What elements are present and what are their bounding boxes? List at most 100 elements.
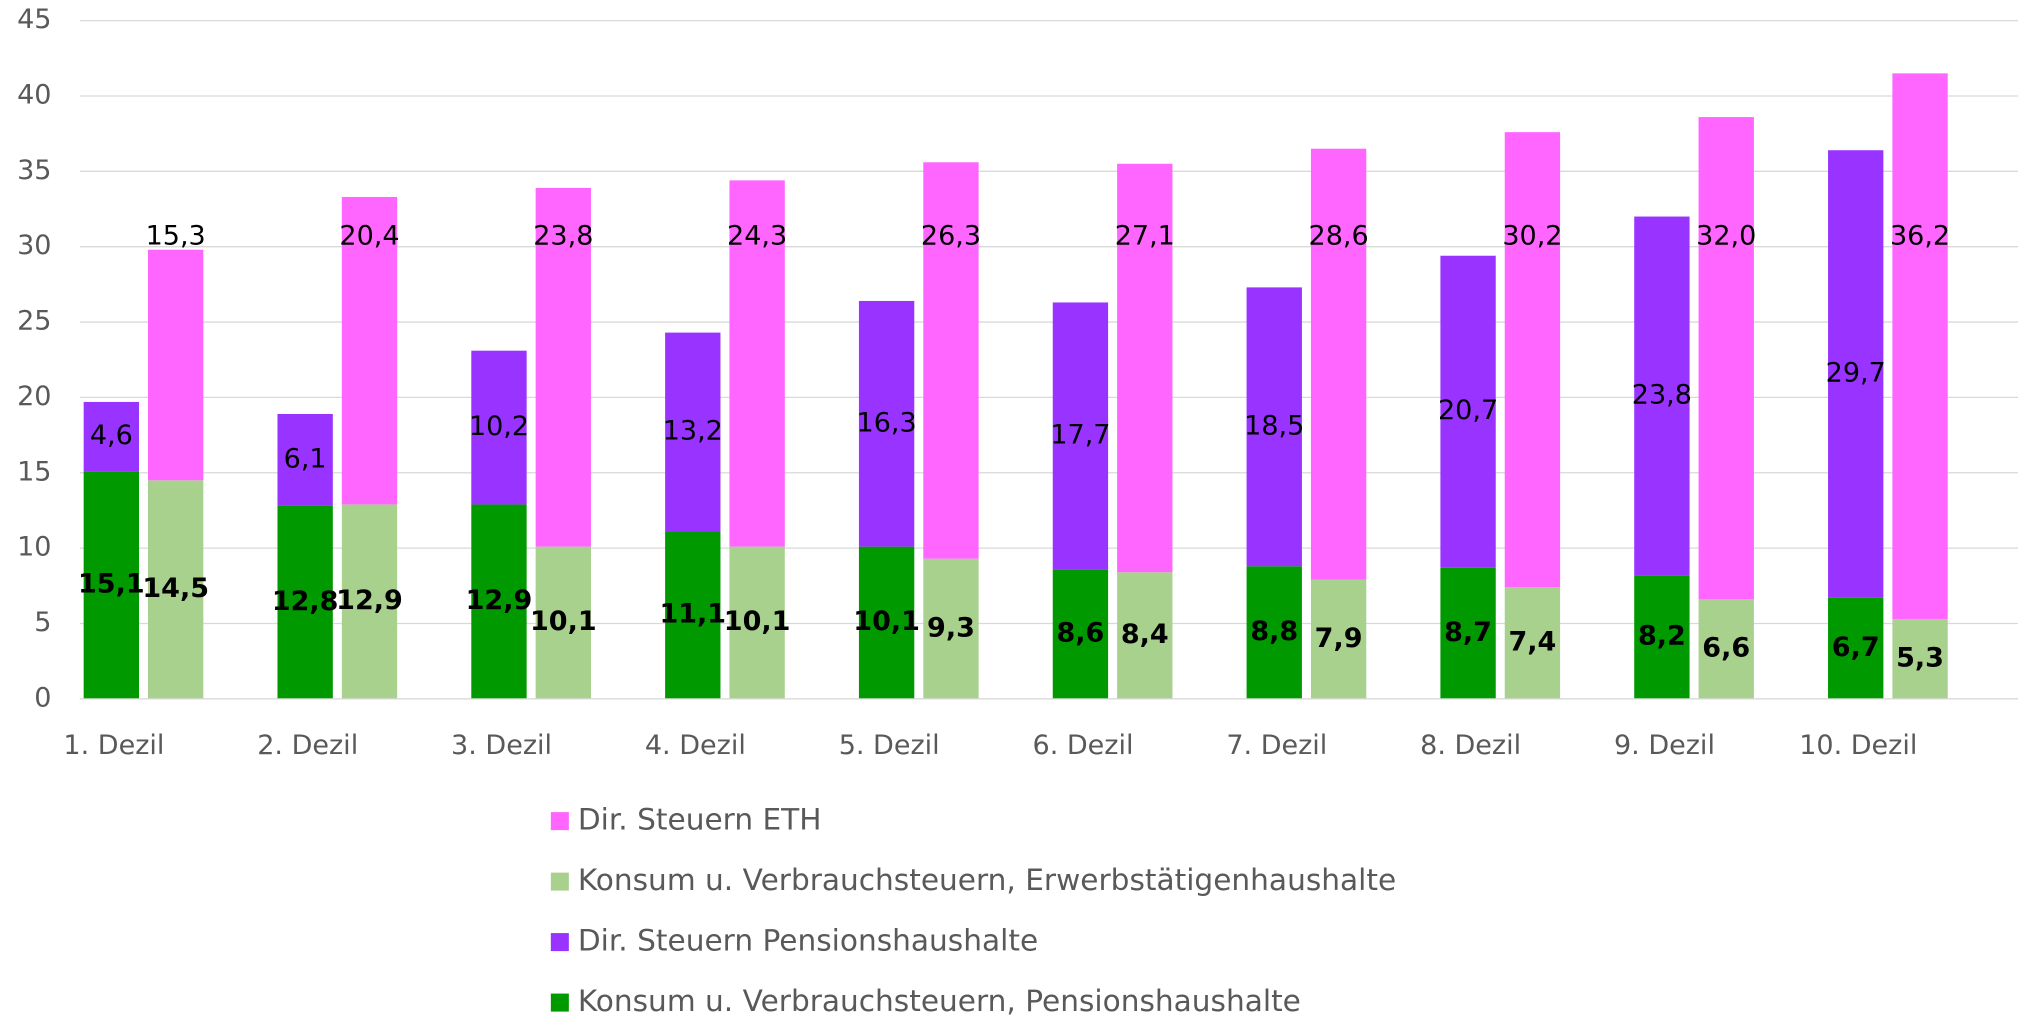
value-label: 10,1 <box>724 606 791 637</box>
y-tick-label: 20 <box>17 381 51 412</box>
bar-segment <box>1504 587 1561 699</box>
value-label: 30,2 <box>1502 220 1562 251</box>
x-tick-label: 1. Dezil <box>63 730 164 761</box>
value-label: 28,6 <box>1309 220 1369 251</box>
value-label: 32,0 <box>1696 220 1756 251</box>
value-label: 11,1 <box>659 599 726 630</box>
value-label: 8,4 <box>1121 619 1169 650</box>
value-label: 14,5 <box>142 573 209 604</box>
y-tick-label: 30 <box>17 230 51 261</box>
value-label: 16,3 <box>857 407 917 438</box>
y-tick-label: 45 <box>17 4 51 35</box>
legend-label: Konsum u. Verbrauchsteuern, Erwerbstätig… <box>578 863 1396 897</box>
value-label: 10,2 <box>469 411 529 442</box>
bar-segment <box>1440 567 1496 699</box>
value-label: 23,8 <box>1632 379 1692 410</box>
value-label: 24,3 <box>727 220 787 251</box>
bar-segment <box>1440 255 1496 568</box>
value-label: 4,6 <box>90 420 133 451</box>
value-label: 20,4 <box>339 220 399 251</box>
value-label: 27,1 <box>1115 220 1175 251</box>
value-label: 36,2 <box>1890 220 1950 251</box>
y-tick-label: 25 <box>17 306 51 337</box>
bar-segment <box>729 180 785 547</box>
x-tick-label: 10. Dezil <box>1799 730 1917 761</box>
legend-swatch <box>550 812 569 831</box>
value-label: 8,7 <box>1444 617 1492 648</box>
value-label: 8,6 <box>1056 618 1104 649</box>
value-label: 6,1 <box>284 443 327 474</box>
bar-segment <box>923 162 979 559</box>
y-tick-label: 35 <box>17 155 51 186</box>
y-tick-label: 15 <box>17 456 51 487</box>
value-label: 6,7 <box>1832 632 1880 663</box>
bar-segment <box>471 350 527 505</box>
bar-segment <box>1310 579 1367 699</box>
bar-segment <box>1892 73 1948 619</box>
x-tick-label: 2. Dezil <box>257 730 358 761</box>
legend-label: Dir. Steuern Pensionshaushalte <box>578 924 1038 958</box>
value-label: 10,1 <box>853 606 920 637</box>
value-label: 7,4 <box>1508 627 1556 658</box>
bar-segment <box>1246 566 1302 699</box>
x-tick-label: 9. Dezil <box>1614 730 1715 761</box>
bar-segment <box>83 401 139 472</box>
value-label: 6,6 <box>1702 633 1750 664</box>
bar-segment <box>1828 150 1884 598</box>
x-tick-label: 5. Dezil <box>839 730 940 761</box>
bar-segment <box>277 505 333 699</box>
legend-label: Dir. Steuern ETH <box>578 803 822 837</box>
bar-segment <box>1052 302 1109 570</box>
bar-segment <box>1634 216 1690 576</box>
value-label: 15,3 <box>146 220 206 251</box>
legend-label: Konsum u. Verbrauchsteuern, Pensionshaus… <box>578 984 1301 1018</box>
bar-segment <box>1504 132 1561 588</box>
bar-segment <box>535 187 591 547</box>
value-label: 15,1 <box>78 569 145 600</box>
value-label: 12,9 <box>466 585 533 616</box>
bar-segment <box>858 546 915 699</box>
bar-segment <box>1698 117 1754 600</box>
value-label: 5,3 <box>1896 642 1944 673</box>
bar-segment <box>1634 575 1690 699</box>
value-label: 29,7 <box>1826 358 1886 389</box>
bar-segment <box>83 471 139 699</box>
bar-segment <box>729 546 785 699</box>
bar-segment <box>148 480 204 699</box>
bar-segment <box>1052 569 1109 699</box>
value-label: 13,2 <box>663 416 723 447</box>
y-tick-label: 5 <box>34 607 51 638</box>
value-label: 17,7 <box>1050 419 1110 450</box>
value-label: 23,8 <box>533 220 593 251</box>
bar-segment <box>923 558 979 699</box>
bar-segment <box>1892 618 1948 699</box>
bar-segment <box>1117 163 1173 573</box>
value-label: 8,8 <box>1250 616 1298 647</box>
value-label: 7,9 <box>1315 623 1363 654</box>
bar-segment <box>471 504 527 699</box>
y-tick-label: 40 <box>17 79 51 110</box>
bar-segment <box>1828 597 1884 699</box>
x-tick-label: 3. Dezil <box>451 730 552 761</box>
bar-segment <box>1246 287 1302 567</box>
x-tick-label: 4. Dezil <box>645 730 746 761</box>
value-label: 12,8 <box>272 586 339 617</box>
value-label: 18,5 <box>1244 410 1304 441</box>
bar-segment <box>665 332 721 532</box>
x-tick-label: 7. Dezil <box>1226 730 1327 761</box>
bar-segment <box>1117 572 1173 699</box>
value-label: 10,1 <box>530 606 597 637</box>
value-label: 26,3 <box>921 220 981 251</box>
bar-segment <box>148 249 204 481</box>
y-tick-label: 0 <box>34 682 51 713</box>
bar-segment <box>1310 148 1367 580</box>
x-tick-label: 6. Dezil <box>1033 730 1134 761</box>
x-tick-label: 8. Dezil <box>1420 730 1521 761</box>
value-label: 9,3 <box>927 612 975 643</box>
value-label: 20,7 <box>1438 395 1498 426</box>
bar-segment <box>341 196 398 505</box>
legend-swatch <box>550 933 569 952</box>
bar-segment <box>858 300 915 547</box>
legend-swatch <box>550 993 569 1012</box>
value-label: 8,2 <box>1638 621 1686 652</box>
